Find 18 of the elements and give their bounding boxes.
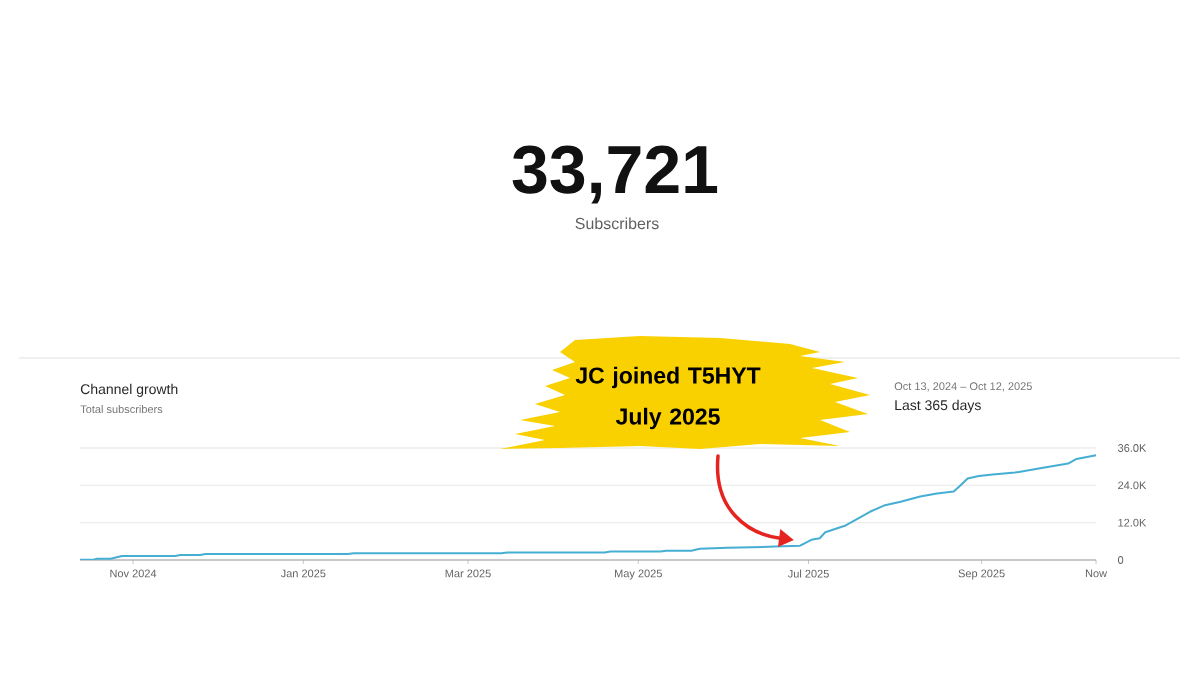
- chart-title: Channel growth: [80, 383, 178, 397]
- x-tick-label: Nov 2024: [110, 569, 157, 578]
- text: Oct 13, 2024 – Oct 12, 2025: [894, 382, 1032, 392]
- text: Last 365 days: [895, 399, 981, 413]
- text: Subscribers: [575, 217, 659, 230]
- y-tick-label: 36.0K: [1118, 444, 1147, 452]
- x-tick-label: Now: [1085, 569, 1108, 578]
- text: JC joined T5HYT July 2025: [575, 366, 761, 430]
- y-tick-label: 12.0K: [1118, 518, 1147, 527]
- x-tick-label: Jan 2025: [280, 569, 326, 578]
- y-tick-label: 24.0K: [1118, 481, 1147, 490]
- chart-subtitle: Total subscribers: [80, 405, 163, 414]
- x-tick-label: Mar 2025: [445, 569, 491, 578]
- y-tick-label: 0: [1118, 556, 1124, 564]
- text: 33,721: [512, 145, 718, 204]
- x-tick-label: Sep 2025: [958, 569, 1005, 580]
- x-tick-label: May 2025: [615, 569, 662, 580]
- x-tick-label: Jul 2025: [787, 569, 829, 578]
